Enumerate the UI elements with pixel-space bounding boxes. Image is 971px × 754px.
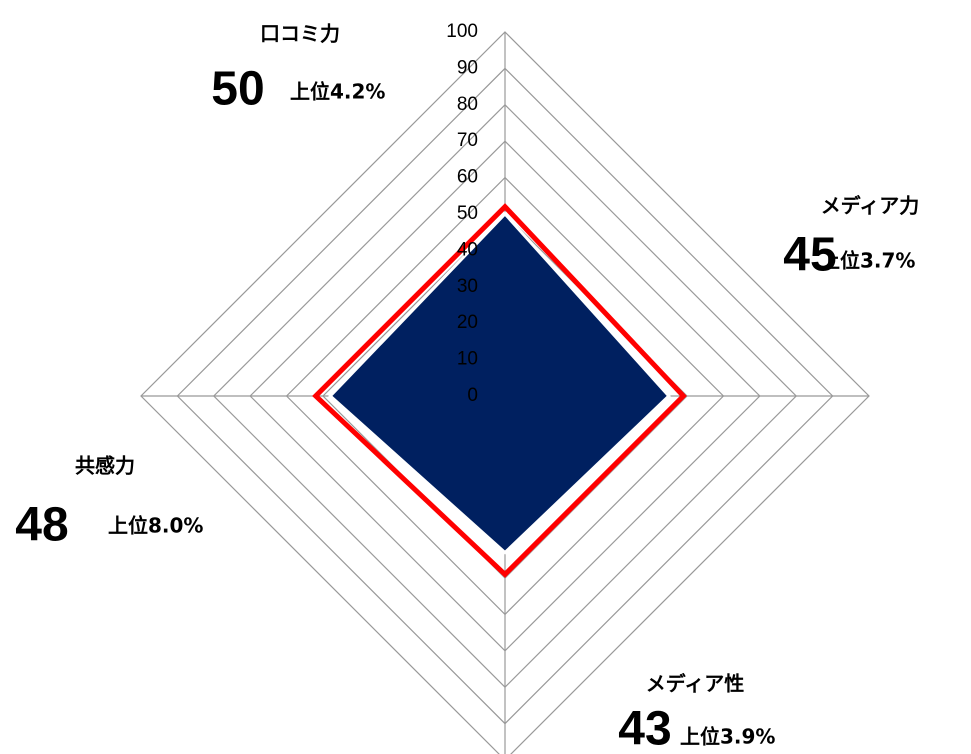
y-tick-label: 90 — [457, 57, 478, 78]
y-tick-label: 40 — [457, 239, 478, 260]
rank-label: 上位3.7% — [820, 249, 915, 273]
y-tick-label: 30 — [457, 276, 478, 297]
rank-label: 上位8.0% — [108, 514, 203, 538]
series-area — [312, 203, 687, 578]
category-label: メディア性 — [646, 672, 745, 696]
grid-line — [140, 31, 870, 754]
series-area — [328, 211, 671, 555]
value-label: 43 — [618, 703, 671, 754]
y-tick-label: 0 — [467, 385, 478, 406]
y-tick-label: 70 — [457, 130, 478, 151]
value-label: 45 — [783, 229, 836, 282]
category-label: 口コミ力 — [260, 22, 340, 46]
y-tick-label: 50 — [457, 203, 478, 224]
y-tick-label: 80 — [457, 94, 478, 115]
value-label: 50 — [211, 63, 264, 116]
y-tick-label: 20 — [457, 312, 478, 333]
rank-label: 上位3.9% — [680, 725, 775, 749]
y-tick-label: 100 — [446, 21, 478, 42]
rank-label: 上位4.2% — [290, 80, 385, 104]
value-label: 48 — [15, 499, 68, 552]
y-tick-label: 10 — [457, 349, 478, 370]
category-label: 共感力 — [75, 454, 135, 478]
category-label: メディア力 — [821, 194, 920, 218]
y-tick-label: 60 — [457, 167, 478, 188]
